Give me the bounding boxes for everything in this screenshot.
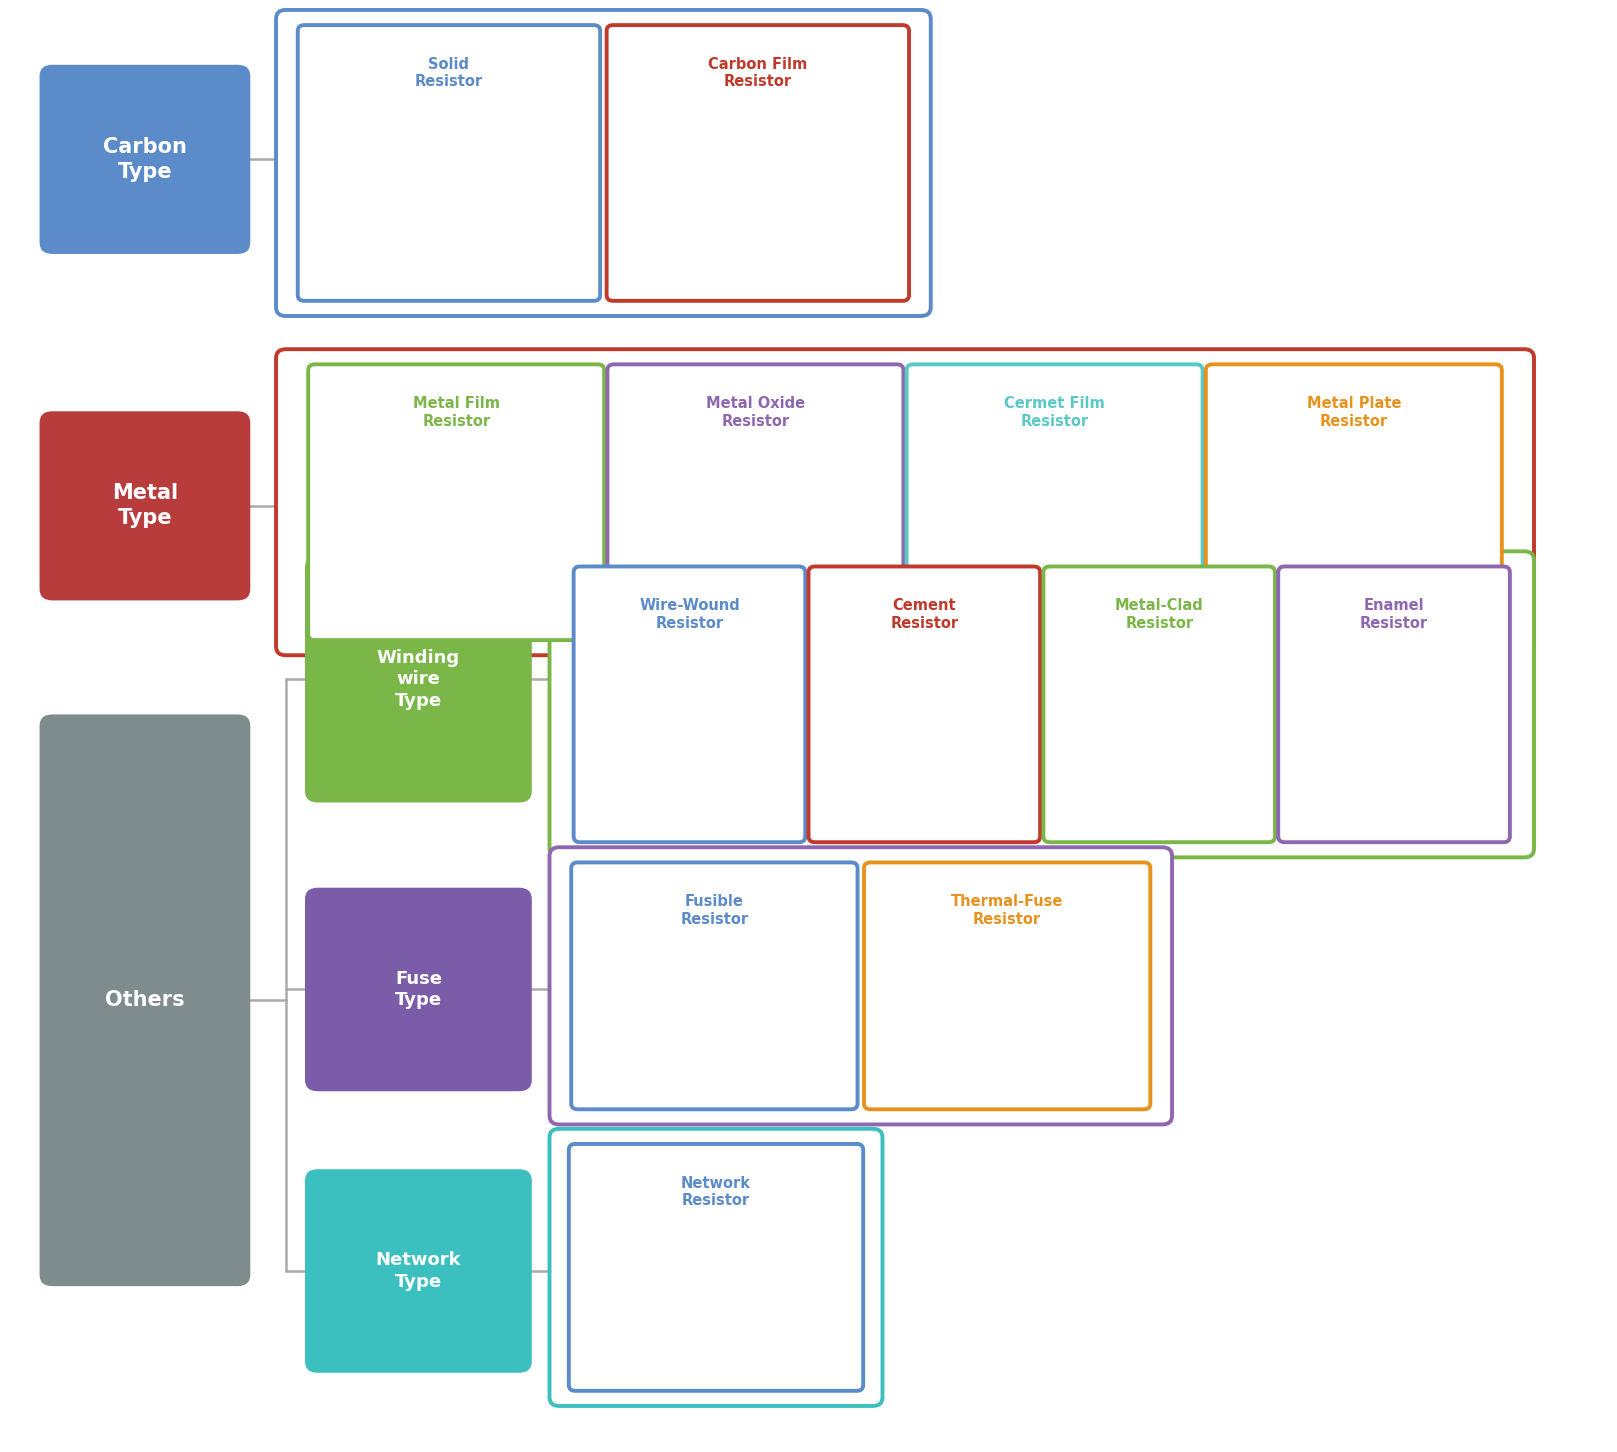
FancyBboxPatch shape bbox=[550, 848, 1172, 1124]
FancyBboxPatch shape bbox=[907, 364, 1203, 640]
FancyBboxPatch shape bbox=[306, 1169, 532, 1372]
Text: Thermal-Fuse
Resistor: Thermal-Fuse Resistor bbox=[951, 894, 1064, 926]
FancyBboxPatch shape bbox=[808, 566, 1040, 842]
Text: Network
Resistor: Network Resistor bbox=[681, 1176, 750, 1208]
Text: Enamel
Resistor: Enamel Resistor bbox=[1360, 598, 1428, 630]
FancyBboxPatch shape bbox=[298, 25, 600, 301]
Text: Metal Plate
Resistor: Metal Plate Resistor bbox=[1307, 396, 1400, 428]
Text: Metal-Clad
Resistor: Metal-Clad Resistor bbox=[1114, 598, 1203, 630]
FancyBboxPatch shape bbox=[574, 566, 805, 842]
FancyBboxPatch shape bbox=[608, 364, 904, 640]
Text: Solid
Resistor: Solid Resistor bbox=[416, 57, 483, 89]
FancyBboxPatch shape bbox=[277, 348, 1535, 655]
Text: Wire-Wound
Resistor: Wire-Wound Resistor bbox=[639, 598, 741, 630]
FancyBboxPatch shape bbox=[309, 364, 605, 640]
Text: Carbon
Type: Carbon Type bbox=[103, 136, 188, 182]
Text: Others: Others bbox=[105, 990, 184, 1011]
FancyBboxPatch shape bbox=[39, 714, 251, 1286]
FancyBboxPatch shape bbox=[1043, 566, 1276, 842]
FancyBboxPatch shape bbox=[550, 1128, 883, 1406]
FancyBboxPatch shape bbox=[571, 862, 857, 1109]
FancyBboxPatch shape bbox=[277, 10, 931, 317]
Text: Fuse
Type: Fuse Type bbox=[395, 970, 441, 1009]
Text: Winding
wire
Type: Winding wire Type bbox=[377, 649, 459, 710]
Text: Cermet Film
Resistor: Cermet Film Resistor bbox=[1004, 396, 1104, 428]
Text: Metal
Type: Metal Type bbox=[112, 484, 178, 529]
Text: Fusible
Resistor: Fusible Resistor bbox=[681, 894, 749, 926]
FancyBboxPatch shape bbox=[550, 552, 1535, 857]
Text: Network
Type: Network Type bbox=[375, 1252, 461, 1291]
FancyBboxPatch shape bbox=[306, 556, 532, 803]
FancyBboxPatch shape bbox=[39, 65, 251, 254]
Text: Carbon Film
Resistor: Carbon Film Resistor bbox=[708, 57, 807, 89]
Text: Cement
Resistor: Cement Resistor bbox=[891, 598, 959, 630]
FancyBboxPatch shape bbox=[1206, 364, 1502, 640]
Text: Metal Oxide
Resistor: Metal Oxide Resistor bbox=[707, 396, 805, 428]
FancyBboxPatch shape bbox=[569, 1144, 863, 1391]
FancyBboxPatch shape bbox=[863, 862, 1150, 1109]
FancyBboxPatch shape bbox=[606, 25, 909, 301]
FancyBboxPatch shape bbox=[39, 411, 251, 600]
FancyBboxPatch shape bbox=[306, 887, 532, 1092]
Text: Metal Film
Resistor: Metal Film Resistor bbox=[412, 396, 500, 428]
FancyBboxPatch shape bbox=[1277, 566, 1510, 842]
